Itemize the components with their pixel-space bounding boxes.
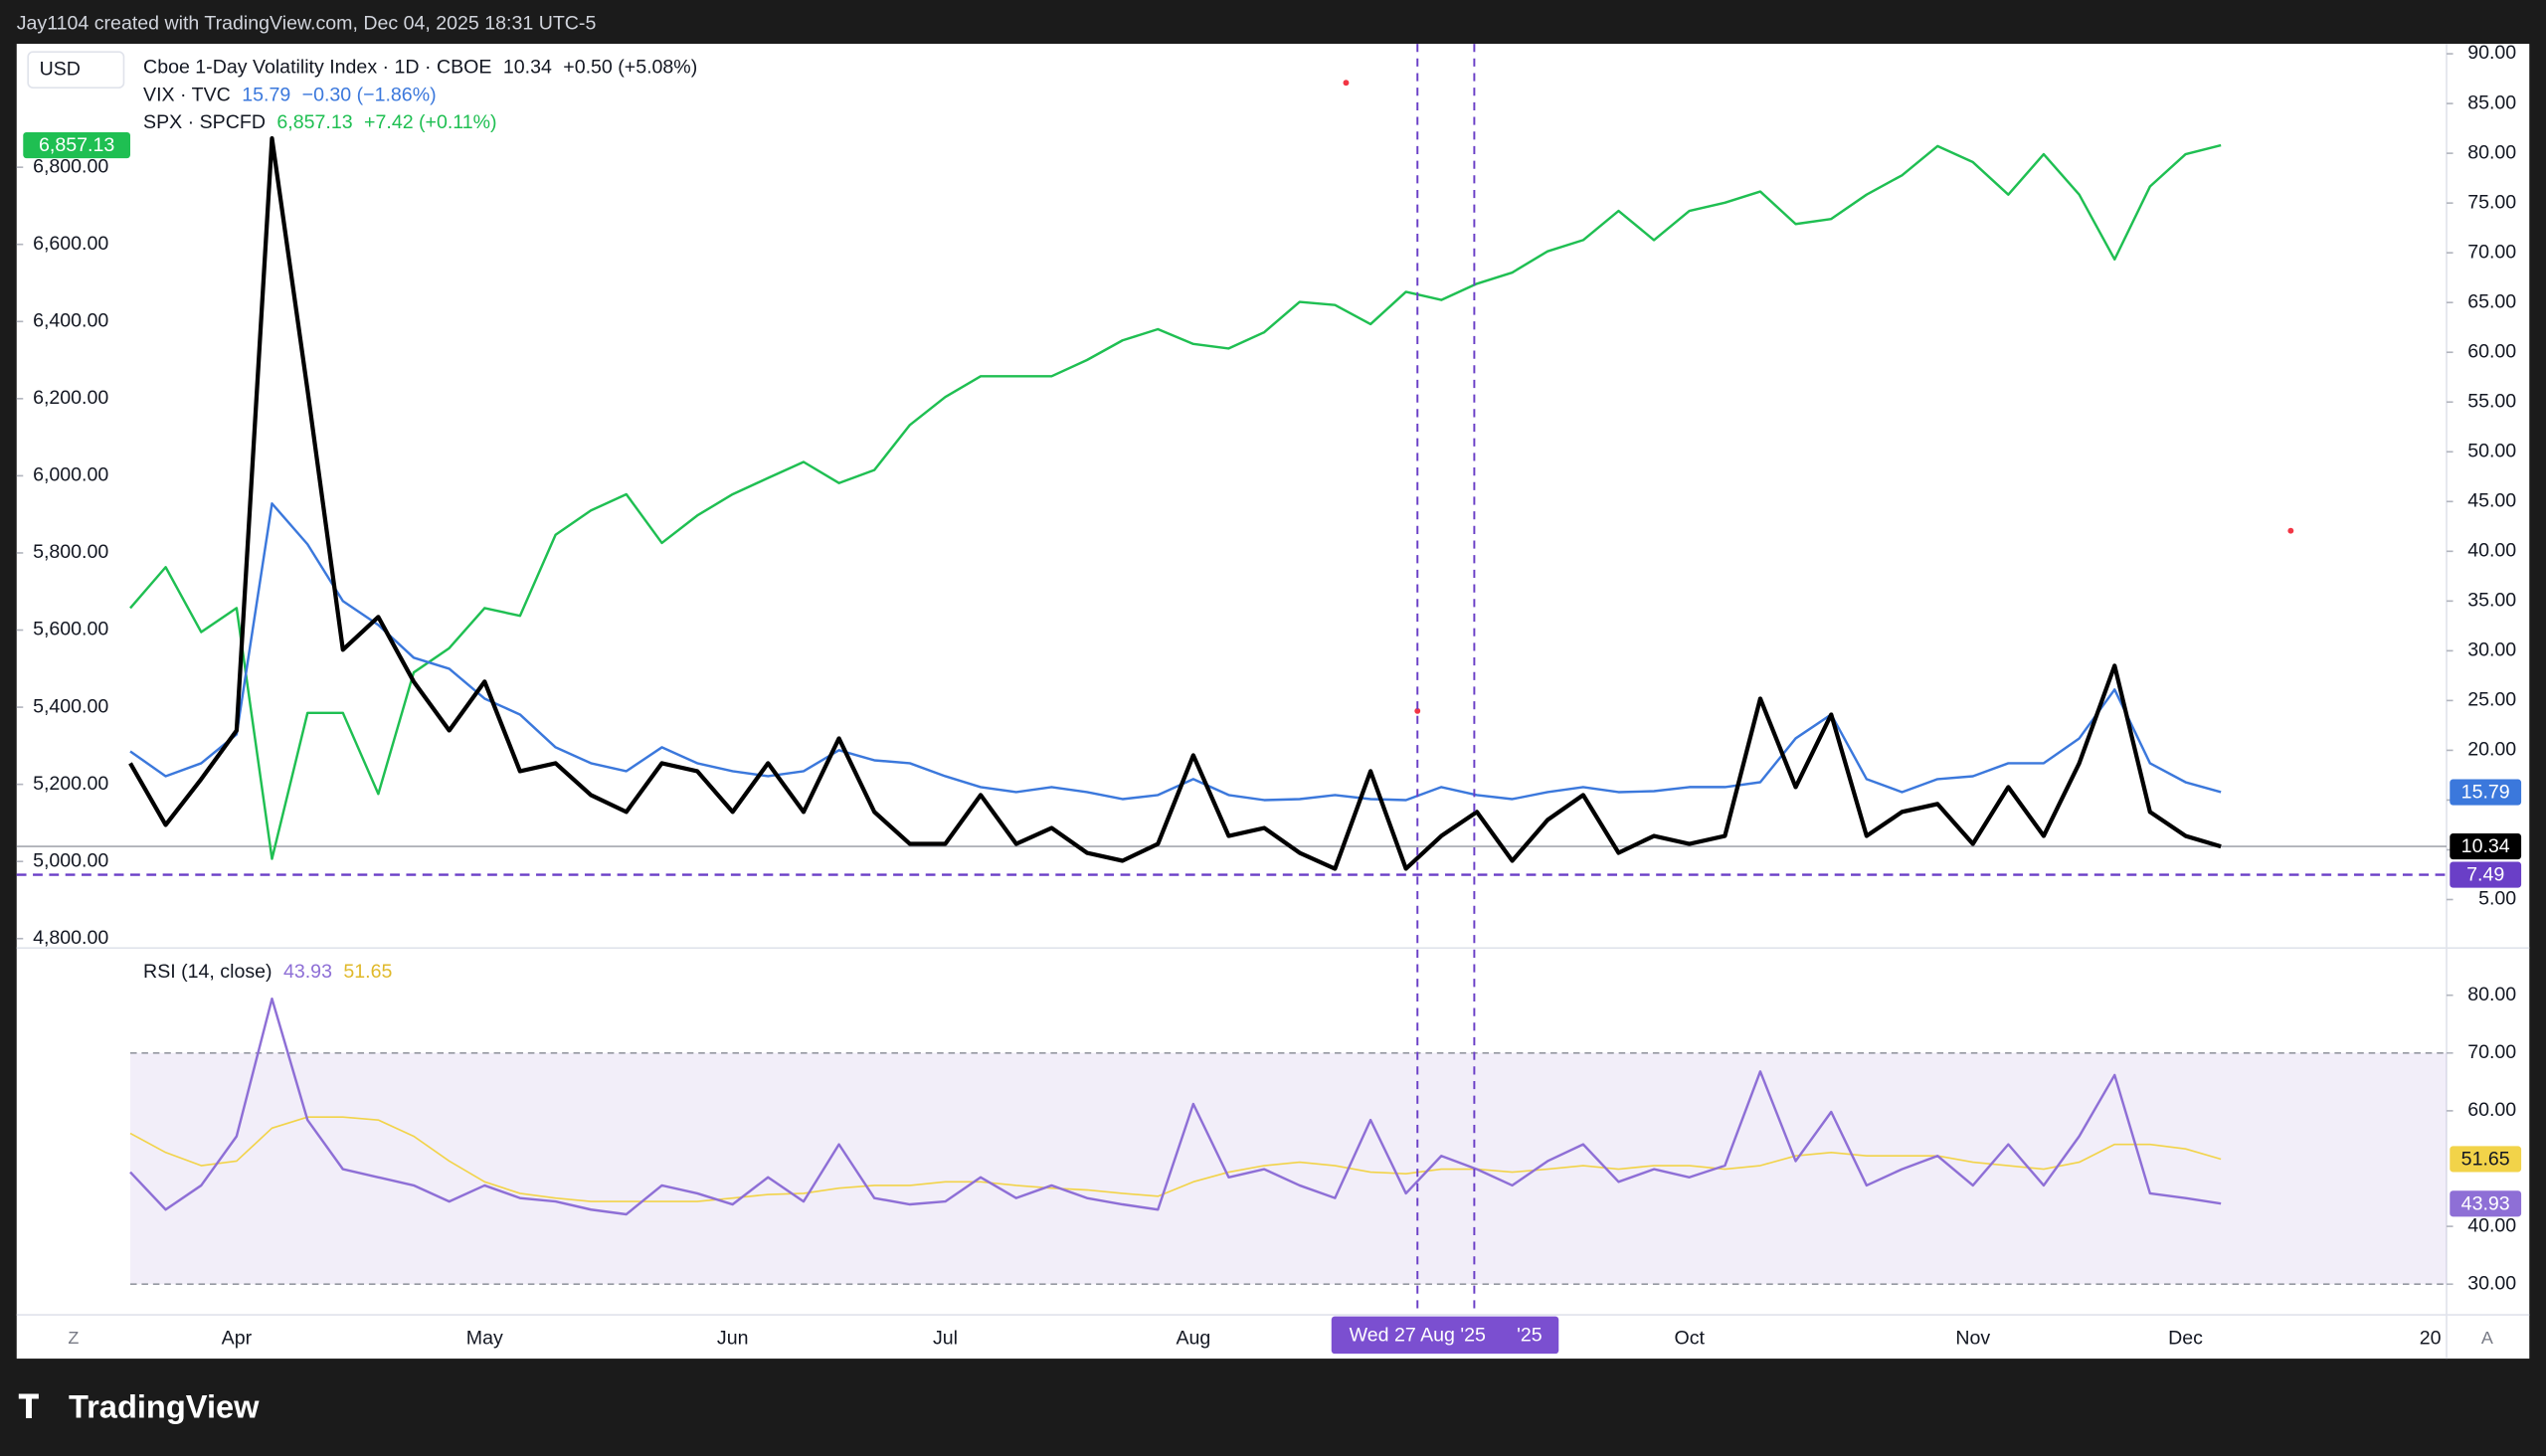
legend-name: Cboe 1-Day Volatility Index · 1D · CBOE	[143, 57, 491, 79]
x-tick-label: Apr	[222, 1328, 253, 1350]
x-edge-label: 20	[2420, 1328, 2442, 1350]
x-tick-label: Nov	[1955, 1328, 1990, 1350]
currency: USD	[40, 58, 81, 80]
y-tick-label: 6,800.00	[33, 155, 108, 177]
marker-dot	[1343, 80, 1350, 87]
rsi-title: RSI (14, close)	[143, 961, 272, 983]
legend-name: VIX · TVC	[143, 84, 231, 105]
x-tick-label: Oct	[1674, 1328, 1705, 1350]
y2-tick-label: 50.00	[2467, 440, 2516, 461]
y2-tick-label: 35.00	[2467, 590, 2516, 612]
y2-tick-label: 80.00	[2467, 141, 2516, 163]
legend-value: 43.93	[283, 961, 332, 983]
series-line	[129, 143, 2222, 860]
x-tick-label: Dec	[2168, 1328, 2203, 1350]
rsi-pane	[129, 998, 2222, 1216]
price-tag-label: 51.65	[2461, 1148, 2510, 1170]
rsi-tick-label: 40.00	[2467, 1214, 2516, 1236]
button-z[interactable]: Z	[68, 1328, 79, 1348]
series-line	[129, 502, 2222, 802]
y-tick-label: 5,600.00	[33, 619, 108, 640]
y-tick-label: 6,600.00	[33, 233, 108, 255]
y-tick-label: 6,400.00	[33, 309, 108, 331]
legend-value: 10.34	[503, 57, 552, 79]
y-tick-label: 5,400.00	[33, 695, 108, 717]
price-tag	[2450, 1190, 2522, 1217]
price-tag-label: 10.34	[2461, 835, 2510, 857]
y2-tick-label: 40.00	[2467, 539, 2516, 561]
main-pane	[16, 135, 2448, 871]
y-tick-label: 6,000.00	[33, 464, 108, 486]
rsi-tick-label: 60.00	[2467, 1099, 2516, 1121]
header-text: Jay1104 created with TradingView.com, De…	[17, 13, 597, 35]
rsi-band	[129, 1052, 2448, 1285]
button-a[interactable]: A	[2481, 1328, 2493, 1348]
rsi-tick-label: 80.00	[2467, 984, 2516, 1005]
legend-value: 6,857.13	[276, 111, 352, 133]
chart-area	[16, 44, 2530, 1360]
price-tag-label: 6,857.13	[39, 134, 114, 156]
marker-dot	[1414, 707, 1421, 714]
footer-logo-mark: 𝐓	[18, 1387, 39, 1424]
price-tag	[2450, 861, 2522, 888]
series-line	[129, 1116, 2222, 1202]
legend-value: 51.65	[343, 961, 392, 983]
series-line	[129, 998, 2222, 1216]
price-tag-label: 43.93	[2461, 1192, 2510, 1214]
y2-tick-label: 65.00	[2467, 290, 2516, 312]
footer-logo: TradingView	[69, 1387, 260, 1424]
legend-change: +0.50 (+5.08%)	[563, 57, 697, 79]
legend-name: SPX · SPCFD	[143, 111, 266, 133]
x-tick-label: Jul	[933, 1328, 958, 1350]
x-tick-label: May	[466, 1328, 503, 1350]
legend-value: 15.79	[242, 84, 290, 105]
y2-tick-label: 20.00	[2467, 739, 2516, 761]
y-tick-label: 5,000.00	[33, 849, 108, 871]
x-tick-label: Jun	[717, 1328, 749, 1350]
y-tick-label: 6,200.00	[33, 387, 108, 409]
y2-tick-label: 60.00	[2467, 340, 2516, 362]
price-tag	[2450, 833, 2522, 860]
y2-tick-label: 30.00	[2467, 639, 2516, 661]
price-tag	[2450, 1146, 2522, 1173]
price-tag-label: 15.79	[2461, 782, 2510, 804]
legend-change: −0.30 (−1.86%)	[302, 84, 437, 105]
crosshair-label-box	[1331, 1316, 1559, 1355]
plot: 4,800.00 5,000.00 5,200.00 5,400.00 5,600.00…	[16, 42, 2522, 1350]
price-tag	[23, 131, 130, 159]
price-tag	[2450, 779, 2522, 806]
y2-tick-label: 75.00	[2467, 191, 2516, 213]
y-tick-label: 5,800.00	[33, 541, 108, 563]
y2-tick-label: 70.00	[2467, 241, 2516, 263]
legend-change: +7.42 (+0.11%)	[364, 111, 497, 133]
y-tick-label: 5,200.00	[33, 773, 108, 795]
y2-tick-label: 25.00	[2467, 689, 2516, 711]
currency-box[interactable]	[27, 51, 125, 89]
rsi-tick-label: 30.00	[2467, 1272, 2516, 1294]
crosshair-label-2: '25	[1517, 1324, 1543, 1346]
y2-tick-label: 5.00	[2478, 888, 2516, 910]
series-line	[128, 135, 2222, 871]
y2-tick-label: 55.00	[2467, 390, 2516, 412]
marker-dot	[2287, 527, 2294, 534]
crosshair-label: Wed 27 Aug '25	[1350, 1324, 1486, 1346]
y2-tick-label: 45.00	[2467, 489, 2516, 511]
y2-tick-label: 85.00	[2467, 91, 2516, 113]
price-tag-label: 7.49	[2466, 864, 2504, 886]
x-tick-label: Aug	[1176, 1328, 1210, 1350]
y-tick-label: 4,800.00	[33, 927, 108, 949]
rsi-tick-label: 70.00	[2467, 1041, 2516, 1063]
y2-tick-label: 90.00	[2467, 42, 2516, 64]
